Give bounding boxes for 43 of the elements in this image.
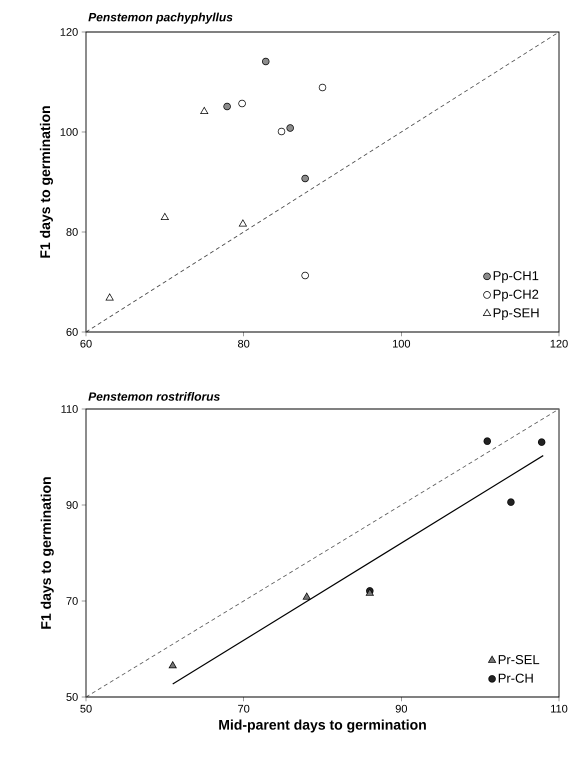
x-tick-label: 90 <box>396 704 408 713</box>
y-tick-label: 100 <box>60 128 78 136</box>
y-tick-label: 120 <box>60 28 78 36</box>
point <box>223 102 231 110</box>
legend-label: Pp-CH2 <box>494 290 538 302</box>
x-tick-label: 70 <box>238 704 250 713</box>
x-tick-label: 100 <box>392 340 410 348</box>
y-tick-label: 110 <box>61 405 78 413</box>
y-tick-label: 90 <box>66 501 78 509</box>
legend-label: Pr-CH <box>498 674 533 683</box>
x-axis-title: Mid-parent days to germination <box>219 719 426 733</box>
point <box>160 212 169 220</box>
point <box>301 272 309 280</box>
y-tick-label: 70 <box>66 597 78 605</box>
x-tick-label: 110 <box>551 704 568 713</box>
x-tick-label: 50 <box>80 704 92 713</box>
legend-label: Pr-SEL <box>498 655 540 664</box>
point <box>507 498 515 506</box>
point <box>200 106 208 114</box>
point <box>318 84 326 92</box>
y-tick-label: 80 <box>66 228 78 236</box>
point <box>286 124 294 132</box>
x-tick-label: 80 <box>238 340 250 348</box>
y-axis-title: F1 days to germination <box>40 477 54 629</box>
point <box>238 219 247 226</box>
point <box>168 661 177 668</box>
legend-label: Pp-CH1 <box>494 271 538 283</box>
x-tick-label: 120 <box>550 340 568 348</box>
point <box>538 438 546 446</box>
point <box>302 592 311 600</box>
y-tick-label: 60 <box>66 328 78 336</box>
chart-title: Penstemon pachyphyllus <box>88 12 232 24</box>
x-tick-label: 60 <box>80 340 92 348</box>
point <box>106 293 114 300</box>
point <box>278 128 286 136</box>
y-tick-label: 50 <box>66 693 78 701</box>
chart-title: Penstemon rostriflorus <box>88 392 220 401</box>
point <box>301 174 309 182</box>
point <box>238 100 246 108</box>
point <box>484 437 492 445</box>
legend-label: Pp-SEH <box>494 308 539 320</box>
y-axis-title: F1 days to germination <box>40 106 53 258</box>
point <box>262 58 270 66</box>
